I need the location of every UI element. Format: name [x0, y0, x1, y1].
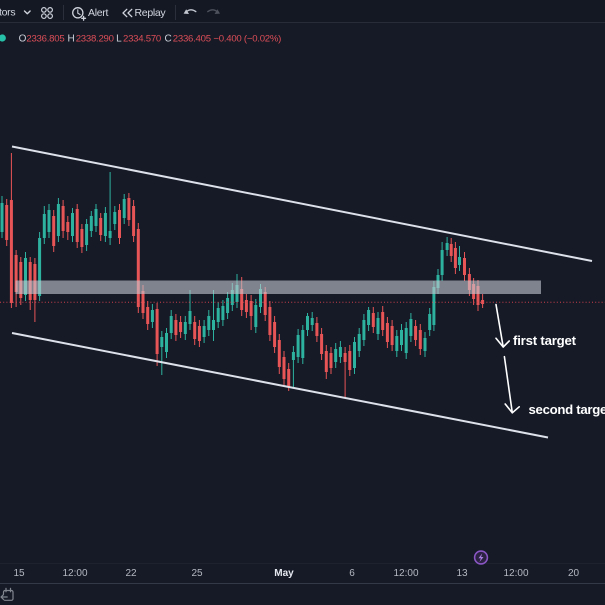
svg-text:15: 15	[13, 568, 25, 579]
svg-text:May: May	[274, 568, 294, 579]
svg-text:2336.405: 2336.405	[173, 33, 211, 44]
svg-text:13: 13	[456, 568, 468, 579]
svg-text:2334.570: 2334.570	[123, 33, 161, 44]
svg-text:12:00: 12:00	[393, 568, 418, 579]
svg-text:20: 20	[568, 568, 580, 579]
svg-text:Replay: Replay	[135, 7, 167, 19]
svg-text:Alert: Alert	[88, 7, 108, 19]
svg-text:12:00: 12:00	[62, 568, 87, 579]
svg-text:6: 6	[349, 568, 355, 579]
svg-text:second target: second target	[529, 402, 605, 417]
svg-text:first target: first target	[513, 333, 577, 348]
svg-text:L: L	[116, 33, 122, 44]
svg-text:22: 22	[125, 568, 137, 579]
svg-text:O: O	[19, 33, 27, 44]
svg-text:2336.805: 2336.805	[26, 33, 64, 44]
svg-text:C: C	[165, 33, 172, 44]
svg-text:tors: tors	[0, 6, 15, 18]
svg-text:2338.290: 2338.290	[76, 33, 114, 44]
svg-text:12:00: 12:00	[503, 568, 528, 579]
svg-text:−0.400 (−0.02%): −0.400 (−0.02%)	[213, 33, 281, 44]
svg-text:H: H	[68, 33, 75, 44]
svg-text:25: 25	[191, 568, 203, 579]
